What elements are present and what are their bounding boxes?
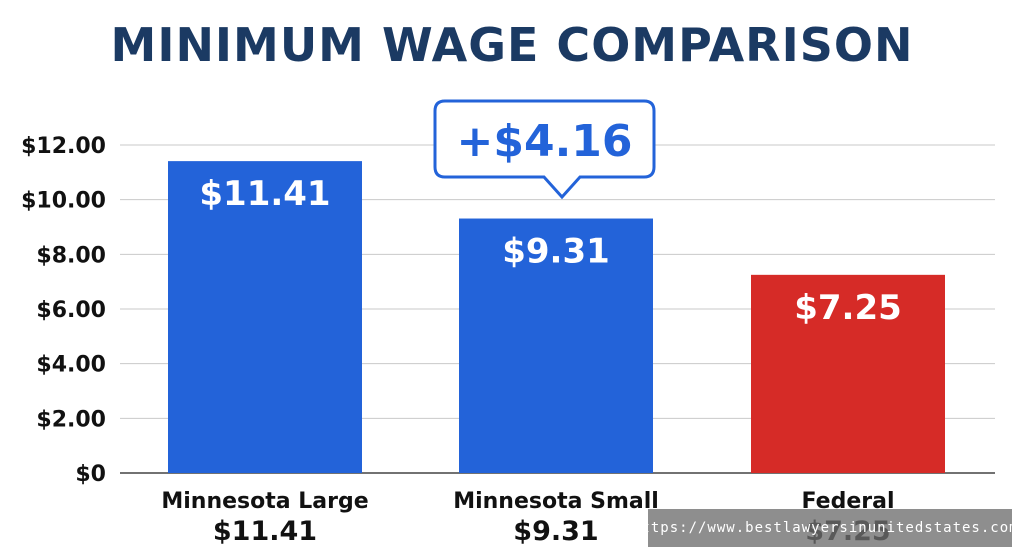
- callout-bubble: [433, 99, 656, 200]
- bar: [751, 274, 945, 473]
- y-tick-label: $8.00: [36, 243, 106, 268]
- callout-label: +$4.16: [456, 116, 632, 167]
- bar-value-label: $7.25: [794, 288, 902, 328]
- y-tick-label: $2.00: [36, 407, 106, 432]
- x-tick-label: Minnesota Large: [161, 489, 368, 514]
- bar: [459, 218, 653, 473]
- chart-title: MINIMUM WAGE COMPARISON: [110, 18, 914, 72]
- y-tick-label: $10.00: [21, 189, 106, 214]
- bar-value-label: $9.31: [502, 232, 610, 272]
- watermark: https://www.bestlawyersinunitedstates.co…: [632, 509, 1024, 547]
- x-value-label: $11.41: [213, 516, 317, 547]
- x-tick-label: Minnesota Small: [453, 489, 659, 514]
- watermark-url: https://www.bestlawyersinunitedstates.co…: [632, 520, 1024, 536]
- y-tick-label: $6.00: [36, 298, 106, 323]
- y-tick-label: $4.00: [36, 353, 106, 378]
- y-tick-label: $12.00: [21, 134, 106, 159]
- x-value-label: $9.31: [513, 516, 598, 547]
- bar: [168, 161, 362, 474]
- bar-value-label: $11.41: [199, 174, 330, 214]
- y-tick-label: $0: [75, 462, 106, 487]
